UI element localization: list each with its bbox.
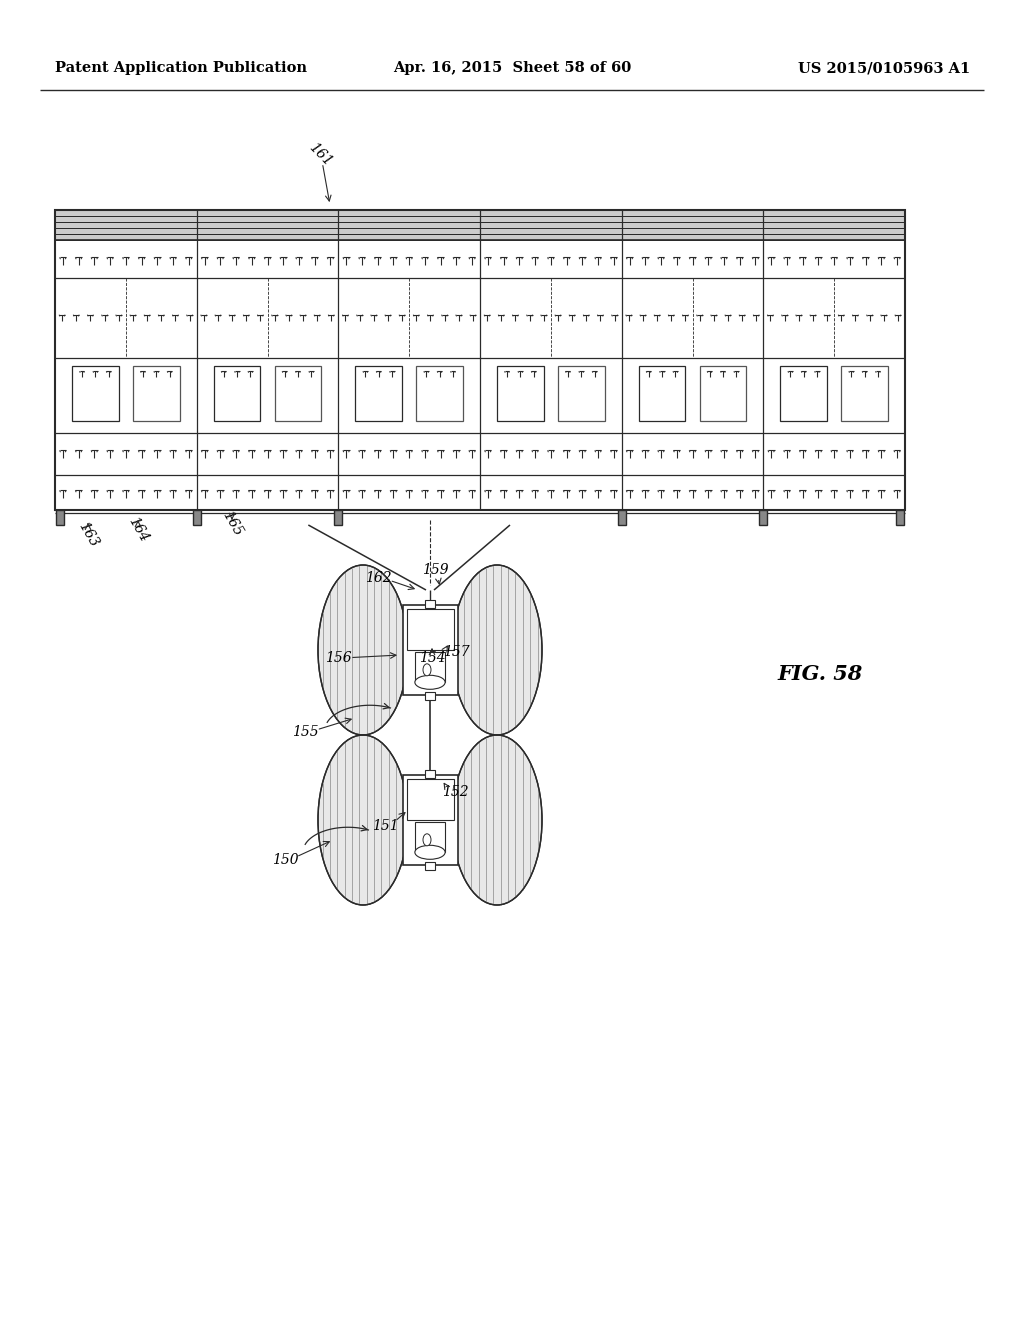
Bar xyxy=(72,366,119,421)
Bar xyxy=(415,822,445,853)
Bar xyxy=(416,366,463,421)
Bar xyxy=(274,366,322,421)
Bar xyxy=(402,605,458,696)
Ellipse shape xyxy=(318,735,408,906)
Bar xyxy=(56,510,63,525)
Text: 154: 154 xyxy=(419,651,445,665)
Text: Apr. 16, 2015  Sheet 58 of 60: Apr. 16, 2015 Sheet 58 of 60 xyxy=(393,61,631,75)
Bar xyxy=(415,652,445,682)
Bar xyxy=(617,510,626,525)
Bar xyxy=(497,366,544,421)
Text: Patent Application Publication: Patent Application Publication xyxy=(55,61,307,75)
Bar xyxy=(407,779,454,820)
Text: FIG. 58: FIG. 58 xyxy=(777,664,862,684)
Bar xyxy=(334,510,342,525)
Text: 150: 150 xyxy=(271,853,298,867)
Text: 157: 157 xyxy=(442,645,469,659)
Bar xyxy=(193,510,201,525)
Bar xyxy=(55,210,905,510)
Text: 152: 152 xyxy=(441,785,468,799)
Bar xyxy=(558,366,604,421)
Bar xyxy=(699,366,746,421)
Bar xyxy=(425,601,435,609)
Bar xyxy=(842,366,888,421)
Bar xyxy=(133,366,179,421)
Bar xyxy=(214,366,260,421)
Text: 159: 159 xyxy=(422,564,449,577)
Bar xyxy=(402,775,458,865)
Bar xyxy=(425,692,435,700)
Ellipse shape xyxy=(452,565,542,735)
Text: 165: 165 xyxy=(219,510,245,539)
Text: 155: 155 xyxy=(292,725,318,739)
Text: 164: 164 xyxy=(125,515,151,545)
Text: 161: 161 xyxy=(305,141,335,169)
Ellipse shape xyxy=(423,664,431,676)
Ellipse shape xyxy=(423,834,431,846)
Text: 162: 162 xyxy=(365,572,391,585)
Bar xyxy=(425,862,435,870)
Bar xyxy=(760,510,767,525)
Bar xyxy=(55,210,905,240)
Ellipse shape xyxy=(452,735,542,906)
Ellipse shape xyxy=(318,565,408,735)
Text: 151: 151 xyxy=(372,818,398,833)
Bar xyxy=(639,366,685,421)
Bar xyxy=(896,510,904,525)
Bar xyxy=(425,770,435,777)
Text: 156: 156 xyxy=(325,651,351,665)
Bar xyxy=(407,609,454,649)
Bar xyxy=(780,366,827,421)
Ellipse shape xyxy=(415,676,445,689)
Text: US 2015/0105963 A1: US 2015/0105963 A1 xyxy=(798,61,970,75)
Text: 163: 163 xyxy=(76,520,100,550)
Bar xyxy=(355,366,402,421)
Ellipse shape xyxy=(415,845,445,859)
